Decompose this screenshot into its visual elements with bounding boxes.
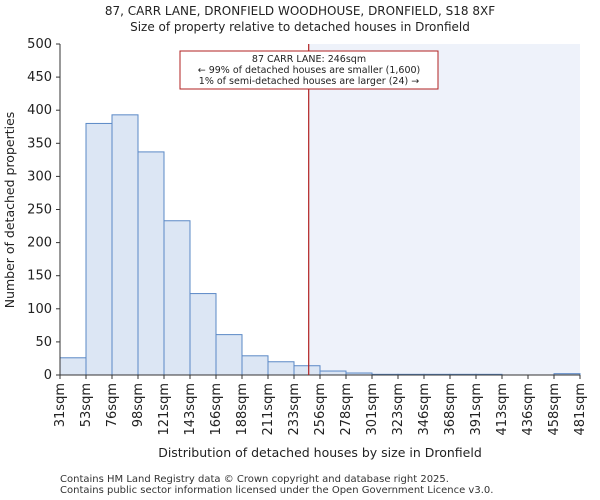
x-tick-label: 346sqm [417,383,432,436]
annotation-line-2: ← 99% of detached houses are smaller (1,… [198,65,421,76]
x-tick-label: 76sqm [105,383,120,427]
y-axis-label: Number of detached properties [2,112,17,309]
footer-line-2: Contains public sector information licen… [60,485,494,496]
y-tick-label: 0 [44,368,52,383]
x-tick-label: 166sqm [209,383,224,436]
y-tick-label: 350 [27,136,52,151]
footer-line-1: Contains HM Land Registry data © Crown c… [60,474,449,485]
x-tick-label: 458sqm [547,383,562,436]
x-tick-label: 121sqm [157,383,172,436]
x-tick-label: 481sqm [573,383,588,436]
y-tick-label: 300 [27,169,52,184]
x-tick-label: 53sqm [79,383,94,427]
x-tick-label: 278sqm [339,383,354,436]
bar-166sqm [215,334,243,376]
y-tick-label: 50 [35,335,52,350]
bar-121sqm [163,220,191,376]
y-tick-label: 100 [27,302,52,317]
x-tick-label: 31sqm [53,383,68,427]
y-tick-label: 500 [27,37,52,52]
y-tick-label: 400 [27,103,52,118]
bar-98sqm [137,151,165,376]
y-tick-label: 150 [27,269,52,284]
chart-title: 87, CARR LANE, DRONFIELD WOODHOUSE, DRON… [104,4,496,18]
bar-53sqm [85,122,113,376]
bar-211sqm [267,361,295,376]
x-tick-label: 256sqm [313,383,328,436]
x-tick-label: 188sqm [235,383,250,436]
x-tick-label: 143sqm [183,383,198,436]
x-tick-label: 301sqm [365,383,380,436]
highlight-region [308,44,580,375]
x-tick-label: 98sqm [131,383,146,427]
x-tick-label: 233sqm [287,383,302,436]
y-tick-label: 250 [27,203,52,218]
x-axis-label: Distribution of detached houses by size … [158,445,482,460]
bar-76sqm [111,114,139,376]
bar-188sqm [241,355,269,376]
y-tick-label: 200 [27,236,52,251]
bar-143sqm [189,293,217,376]
annotation-box [179,50,439,90]
annotation-line-1: 87 CARR LANE: 246sqm [252,54,366,65]
y-tick-label: 450 [27,70,52,85]
annotation-line-3: 1% of semi-detached houses are larger (2… [199,76,419,87]
x-tick-label: 413sqm [495,383,510,436]
bar-31sqm [59,357,87,376]
x-tick-label: 391sqm [469,383,484,436]
chart-subtitle: Size of property relative to detached ho… [130,20,470,34]
x-tick-label: 323sqm [391,383,406,436]
x-tick-label: 211sqm [261,383,276,436]
bar-256sqm [319,370,347,376]
x-tick-label: 436sqm [521,383,536,436]
bar-233sqm [293,365,321,376]
x-tick-label: 368sqm [443,383,458,436]
